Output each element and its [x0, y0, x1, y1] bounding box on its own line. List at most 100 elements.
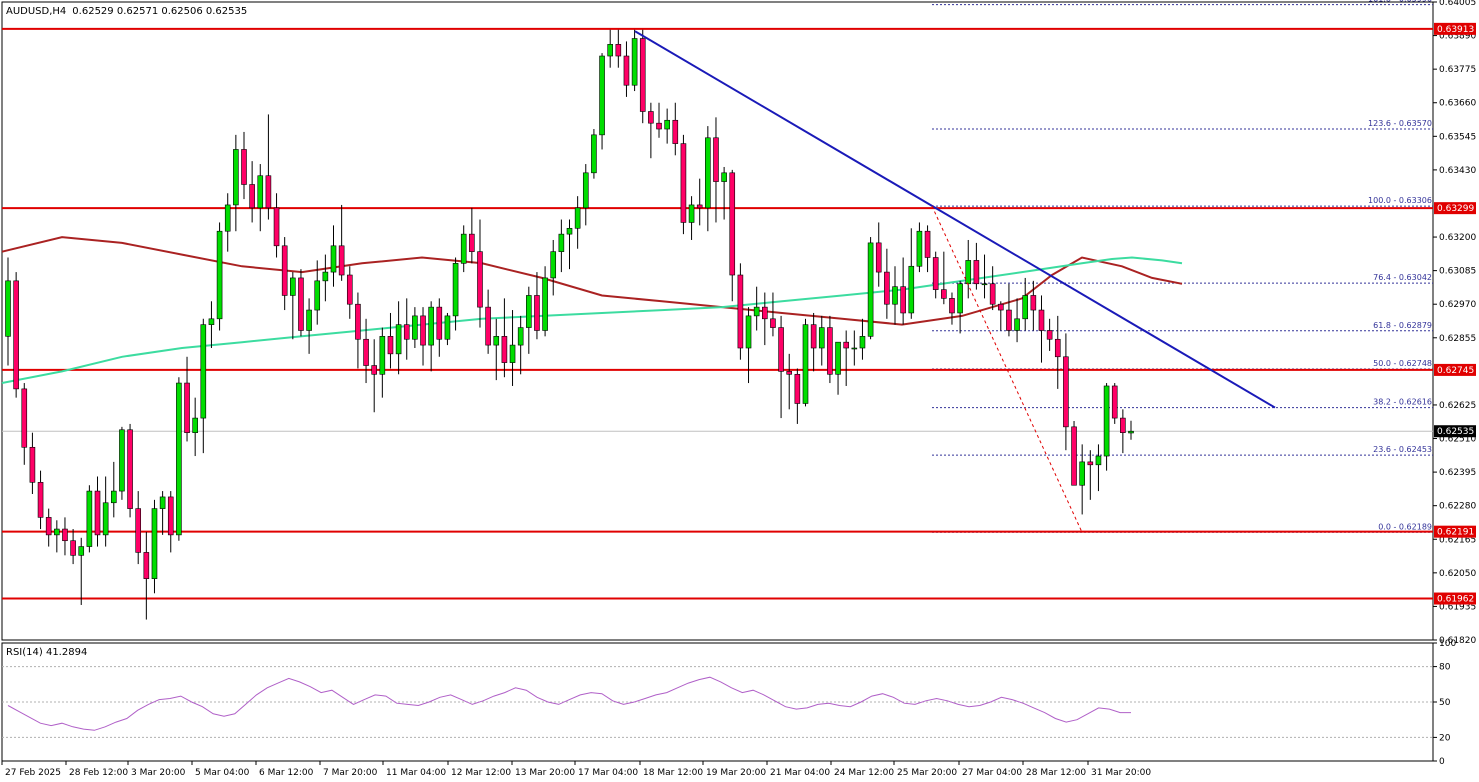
candle-body	[705, 137, 711, 209]
rsi-tick-label: 100	[1439, 639, 1456, 649]
candle	[94, 476, 101, 547]
price-tick-label: 0.64005	[1439, 0, 1476, 8]
price-tick-label: 0.61935	[1439, 602, 1476, 612]
candle-body	[338, 245, 345, 276]
candle-body	[688, 204, 695, 223]
candle	[444, 312, 451, 346]
candle-body	[534, 295, 540, 331]
candle	[762, 292, 768, 346]
candle-body	[143, 552, 150, 579]
candle-body	[159, 496, 166, 509]
candle	[355, 292, 361, 369]
price-tick-label: 0.62855	[1439, 334, 1476, 344]
candle-body	[452, 263, 459, 317]
candle-body	[810, 324, 817, 349]
candle-body	[949, 298, 955, 314]
price-tick-label: 0.63890	[1439, 32, 1476, 42]
candle	[851, 330, 858, 366]
candle-body	[1111, 385, 1118, 419]
candle-body	[21, 388, 28, 448]
fib-label: 38.2 - 0.62616	[1373, 398, 1432, 407]
candle	[29, 432, 36, 495]
candle-body	[241, 149, 247, 185]
price-plot-frame	[1, 1, 1434, 641]
candle-body	[176, 382, 182, 536]
time-tick-label: 27 Feb 2025	[5, 768, 61, 778]
candle-body	[54, 528, 60, 536]
candle	[45, 508, 52, 547]
candle-body	[167, 496, 174, 536]
candle-body	[290, 277, 296, 296]
candle-body	[1038, 309, 1045, 331]
candle	[86, 485, 93, 553]
candle-body	[696, 204, 703, 209]
candle-body	[1103, 385, 1110, 457]
candle	[1046, 318, 1053, 351]
candle	[322, 254, 329, 302]
candle-body	[542, 277, 548, 331]
candle-body	[428, 306, 434, 346]
rsi-tick-label: 80	[1439, 663, 1451, 673]
candle	[607, 29, 613, 68]
candle	[62, 517, 68, 556]
candle-body	[737, 274, 744, 349]
price-tick-label: 0.62165	[1439, 535, 1476, 545]
candle	[330, 225, 337, 287]
candle-body	[550, 251, 557, 279]
candle-body	[753, 306, 760, 317]
candle-body	[62, 528, 68, 542]
price-tag-label: 0.62535	[1437, 427, 1474, 437]
price-axis[interactable]: 0.64005 0.63890 0.63775 0.63660 0.63545 0.634…	[1433, 0, 1476, 646]
rsi-tick-label: 50	[1439, 698, 1451, 708]
candle-body	[965, 260, 972, 285]
level-price-tag	[1434, 22, 1476, 35]
time-axis[interactable]: 27 Feb 2025 28 Feb 12:00 3 Mar 20:00 5 Mar …	[1, 761, 1151, 778]
candle	[534, 272, 540, 340]
candle-body	[1120, 417, 1126, 433]
candle-body	[599, 55, 605, 136]
candle	[949, 292, 955, 325]
price-tick-label: 0.63085	[1439, 267, 1476, 277]
candle	[582, 164, 589, 226]
candle-body	[314, 280, 321, 311]
candle	[599, 53, 605, 150]
price-plot[interactable]: 161.8 - 0.63996 123.6 - 0.63570 100.0 - 0.…	[1, 0, 1434, 641]
candle-body	[932, 257, 939, 290]
candle-body	[346, 274, 353, 305]
candle	[713, 117, 719, 223]
candle	[794, 368, 801, 424]
candle	[257, 164, 264, 232]
level-price-tag	[1434, 592, 1476, 605]
fib-label: 61.8 - 0.62879	[1373, 321, 1432, 330]
candle	[70, 529, 76, 565]
candle-body	[859, 336, 866, 349]
candle	[1111, 383, 1118, 424]
level-price-tag	[1434, 525, 1476, 538]
rsi-plot[interactable]: RSI(14) 41.2894	[1, 642, 1434, 762]
candle-body	[5, 280, 11, 337]
price-tick-label: 0.63545	[1439, 132, 1476, 142]
candle-body	[680, 143, 687, 223]
candle	[363, 318, 369, 384]
candle-body	[1006, 309, 1012, 331]
candle	[835, 341, 841, 395]
candle	[859, 318, 866, 360]
candle	[1087, 450, 1094, 500]
fib-label: 161.8 - 0.63996	[1368, 0, 1432, 4]
candle	[705, 126, 711, 232]
candle-body	[151, 508, 158, 579]
candle	[159, 491, 166, 535]
candle	[916, 222, 923, 273]
candle-body	[981, 283, 988, 286]
candle	[526, 286, 532, 354]
candle-body	[615, 44, 622, 57]
time-tick-label: 13 Mar 20:00	[515, 768, 575, 778]
candle-body	[477, 251, 483, 308]
candle	[477, 219, 483, 328]
candle	[436, 298, 443, 357]
candle	[1014, 298, 1020, 343]
candle-body	[1063, 356, 1069, 428]
price-tick-label: 0.62395	[1439, 468, 1476, 478]
candle-body	[412, 315, 418, 340]
